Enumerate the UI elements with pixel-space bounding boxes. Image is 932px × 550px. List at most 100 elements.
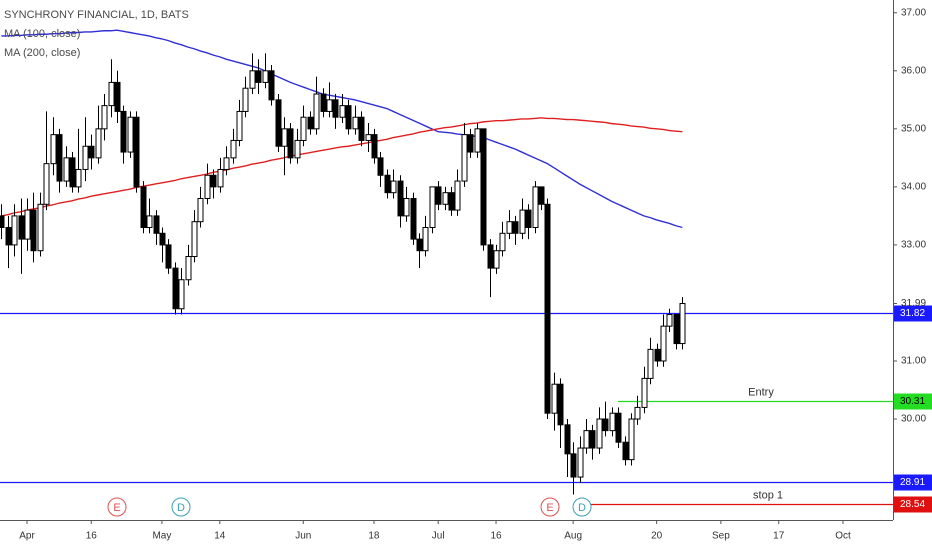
candle-body (50, 134, 57, 165)
candle-body (435, 186, 442, 205)
candle-body (525, 209, 532, 228)
candle-body (410, 197, 417, 240)
candle-body (358, 116, 365, 141)
y-tick-label: 34.00 (901, 182, 926, 193)
candle-body (577, 447, 584, 478)
candle-body (654, 348, 661, 362)
candle-body (255, 70, 262, 83)
candle-body (622, 441, 629, 461)
candle-body (242, 87, 249, 112)
x-tick-label: 16 (86, 531, 98, 542)
candle-body (499, 232, 506, 252)
candle-body (371, 134, 378, 159)
candle-body (551, 383, 558, 414)
x-tick-label: 14 (214, 531, 226, 542)
candle-body (397, 180, 404, 217)
x-tick-label: Apr (19, 531, 35, 542)
x-tick-label: Oct (835, 531, 851, 542)
ma-line (1, 117, 683, 217)
candle-body (647, 348, 654, 379)
candle-body (262, 70, 269, 83)
candle-body (88, 145, 95, 159)
candle-body (474, 128, 481, 153)
candle-body (223, 157, 230, 170)
candle-body (454, 180, 461, 211)
candle-body (564, 424, 571, 455)
event-marker (572, 497, 592, 517)
candle-body (480, 128, 487, 246)
price-label: 31.82 (900, 308, 925, 319)
candle-body (24, 209, 31, 240)
candle-body (416, 238, 423, 252)
candle-body (583, 430, 590, 449)
candle-body (519, 209, 526, 234)
candle-body (596, 418, 603, 449)
y-tick-label: 31.00 (901, 356, 926, 367)
candle-body (43, 163, 50, 205)
candle-body (512, 221, 519, 234)
candle-body (287, 128, 294, 159)
candle-body (69, 157, 76, 188)
candle-body (114, 81, 121, 112)
candle-body (146, 215, 153, 228)
candle-body (108, 81, 115, 107)
candle-body (532, 186, 539, 228)
candle-body (589, 430, 596, 449)
level-name: stop 1 (753, 489, 783, 501)
candle-body (615, 412, 622, 443)
candle-body (153, 215, 160, 234)
candle-body (191, 221, 198, 258)
x-tick-label: 20 (651, 531, 663, 542)
candle-body (365, 134, 372, 141)
candle-body (506, 221, 513, 234)
level-name: Entry (748, 386, 774, 398)
candle-body (30, 209, 37, 252)
candle-body (197, 197, 204, 223)
candle-body (236, 110, 243, 141)
event-label: D (177, 502, 185, 514)
candle-body (326, 99, 333, 112)
event-marker (107, 497, 127, 517)
candle-body (294, 139, 301, 159)
x-tick-label: 16 (490, 531, 502, 542)
candle-body (37, 203, 44, 252)
levels: Entry stop 1 (0, 312, 893, 506)
candle-body (249, 70, 256, 89)
legend-entry: MA (200, close) (4, 47, 80, 59)
price-label-box (894, 474, 932, 491)
x-tick-label: May (152, 531, 171, 542)
legend-entry: MA (100, close) (4, 28, 80, 40)
price-label: 28.91 (900, 477, 925, 488)
x-tick-label: 17 (773, 531, 785, 542)
candle-body (82, 145, 89, 170)
candle-body (390, 180, 397, 194)
moving-averages (1, 29, 683, 229)
candle-body (5, 227, 12, 246)
candle-body (641, 377, 648, 408)
candle-body (403, 197, 410, 217)
candle-body (133, 116, 140, 188)
x-tick-label: Aug (564, 531, 582, 542)
x-tick-label: Sep (712, 531, 730, 542)
y-tick-label: 37.00 (901, 7, 926, 18)
y-tick-label: 30.00 (901, 414, 926, 425)
chart-title: SYNCHRONY FINANCIAL, 1D, BATS (4, 9, 189, 21)
candle-body (332, 99, 339, 118)
candle-body (429, 186, 436, 228)
candle-body (268, 70, 275, 101)
price-label-box (894, 496, 932, 513)
candle-body (75, 168, 82, 188)
candle-body (384, 174, 391, 194)
candle-body (313, 93, 320, 130)
last-price-label: 31.99 (901, 298, 926, 309)
candle-body (217, 168, 224, 188)
candle-body (467, 134, 474, 153)
candle-body (442, 192, 449, 205)
candle-body (487, 244, 494, 269)
y-tick-label: 36.00 (901, 65, 926, 76)
candle-body (557, 383, 564, 426)
x-tick-label: Jul (432, 531, 445, 542)
candle-body (345, 105, 352, 130)
event-label: D (578, 502, 586, 514)
candle-body (159, 232, 166, 246)
